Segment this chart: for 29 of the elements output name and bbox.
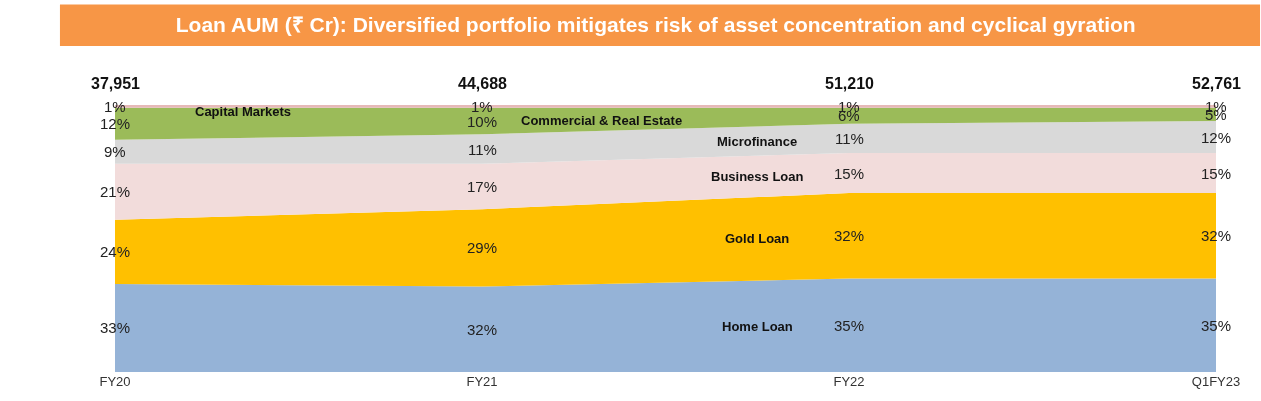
series-label: Home Loan — [722, 319, 793, 334]
data-label: 17% — [467, 178, 498, 195]
data-label: 9% — [104, 143, 126, 160]
data-label: 32% — [467, 321, 498, 338]
data-label: 21% — [100, 183, 131, 200]
series-label: Commercial & Real Estate — [521, 113, 683, 128]
data-label: 15% — [834, 165, 865, 182]
chart-title: Loan AUM (₹ Cr): Diversified portfolio mitigates risk of asset concentration and cyclical gyration — [175, 13, 1136, 37]
data-label: 35% — [834, 317, 865, 334]
text: 51,210 — [825, 75, 875, 92]
data-label: 11% — [835, 130, 864, 147]
text: 37,951 — [91, 75, 141, 92]
x-tick-label: FY20 — [99, 374, 131, 389]
series-label: Business Loan — [711, 169, 804, 184]
data-label: 15% — [1201, 165, 1232, 182]
text: 44,688 — [458, 75, 508, 92]
data-label: 1% — [104, 98, 126, 115]
data-label: 1% — [471, 98, 493, 115]
data-label: 11% — [468, 141, 497, 158]
data-label: 35% — [1201, 317, 1232, 334]
x-tick-label: Q1FY23 — [1191, 374, 1241, 389]
x-tick-label: FY22 — [833, 374, 865, 389]
series-label: Capital Markets — [195, 104, 292, 119]
text: 52,761 — [1192, 75, 1242, 92]
data-label: 33% — [100, 319, 131, 336]
data-label: 10% — [467, 113, 498, 130]
data-label: 12% — [1201, 129, 1232, 146]
x-tick-label: FY21 — [466, 374, 498, 389]
series-label: Microfinance — [717, 134, 798, 149]
